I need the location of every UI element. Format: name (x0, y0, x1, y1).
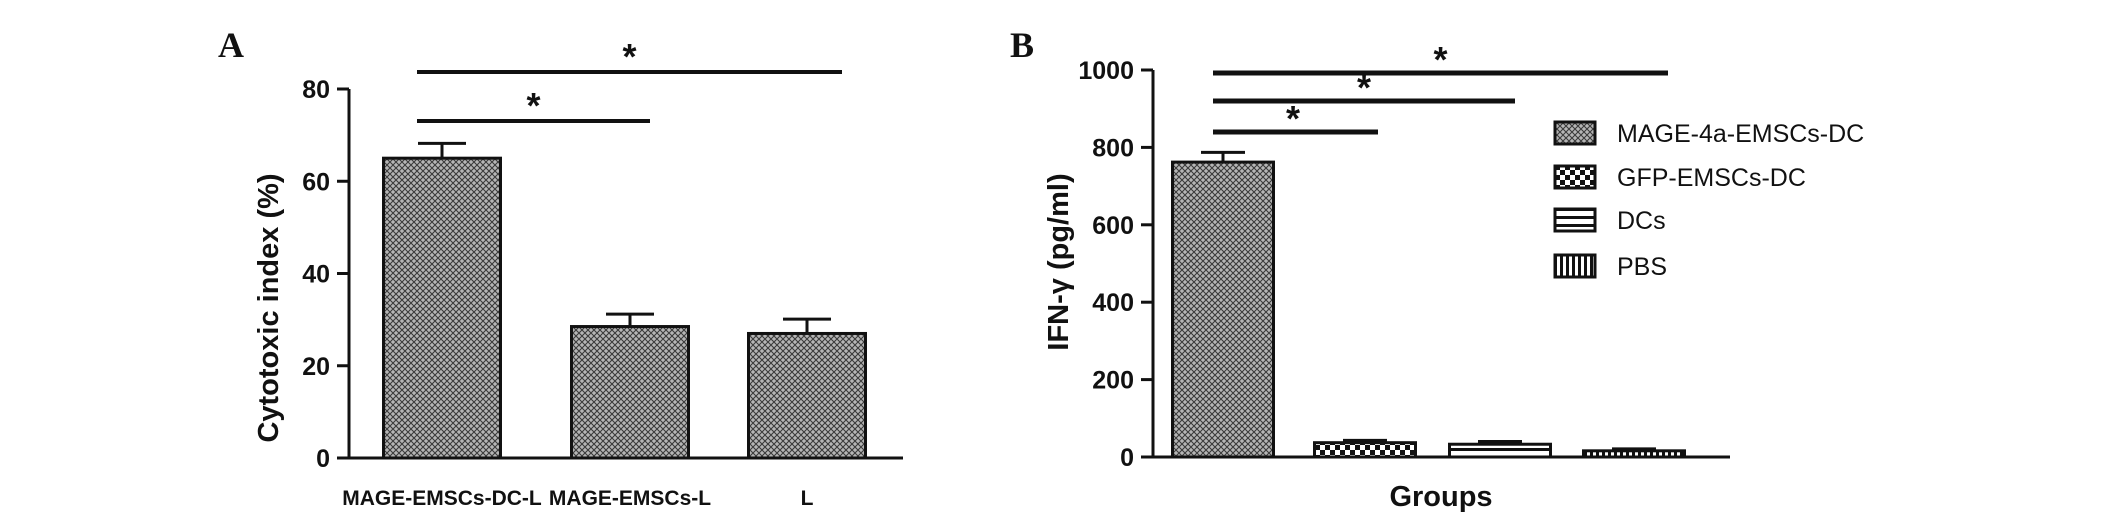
panel-a-bars (382, 141, 867, 460)
panel-a-category-label-1: MAGE-EMSCs-L (549, 487, 711, 510)
panel-a-y-tick-label-1: 20 (302, 353, 330, 381)
panel-b-significance-star-0: * (1286, 98, 1300, 139)
panel-a-bar-2 (747, 331, 867, 460)
panel-a-category-label-0: MAGE-EMSCs-DC-L (342, 487, 542, 510)
panel-a-y-tick-label-4: 80 (302, 76, 330, 104)
panel-b-bars (1171, 150, 1686, 459)
panel-b-significance: * * * (1213, 39, 1668, 139)
panel-b-significance-star-1: * (1357, 67, 1371, 108)
panel-b-legend-label-2: DCs (1617, 207, 1666, 235)
panel-a-y-tick-label-3: 60 (302, 168, 330, 196)
panel-a-significance: ** (417, 36, 842, 126)
panel-a-y-axis-title: Cytotoxic index (%) (253, 173, 285, 442)
panel-b-legend-swatch-3 (1553, 253, 1597, 279)
panel-a: A Cytotoxic index (%) 0 20 40 60 80 MAGE-EMS… (218, 25, 903, 510)
panel-a-category-labels: MAGE-EMSCs-DC-L MAGE-EMSCs-L L (342, 487, 813, 510)
panel-a-y-tick-label-2: 40 (302, 261, 330, 289)
panel-a-y-ticks: 0 20 40 60 80 (302, 76, 349, 473)
panel-b-bar-3 (1582, 449, 1686, 459)
panel-a-bar-0 (382, 156, 502, 460)
panel-b-y-axis-title: IFN-γ (pg/ml) (1043, 173, 1075, 350)
panel-a-y-tick-label-0: 0 (316, 445, 330, 473)
panel-b-legend-label-1: GFP-EMSCs-DC (1617, 164, 1806, 192)
panel-b-legend-label-0: MAGE-4a-EMSCs-DC (1617, 120, 1864, 148)
panel-b-y-tick-label-2: 400 (1092, 289, 1134, 317)
panel-a-significance-star-0: * (526, 85, 540, 126)
panel-b-y-ticks: 0 200 400 600 800 1000 (1078, 57, 1153, 472)
panel-b-legend-swatch-0 (1553, 120, 1597, 146)
panel-a-bar-1 (570, 325, 690, 460)
panel-b-legend: MAGE-4a-EMSCs-DC GFP-EMSCs-DC DCs PBS (1553, 120, 1864, 281)
panel-a-letter: A (218, 25, 244, 65)
panel-a-category-label-2: L (801, 487, 814, 510)
panel-b-bar-0 (1171, 160, 1275, 459)
panel-b-y-tick-label-3: 600 (1092, 212, 1134, 240)
panel-b-bar-1 (1313, 441, 1417, 459)
panel-b-significance-star-2: * (1433, 39, 1447, 80)
panel-b-legend-swatch-1 (1553, 164, 1597, 190)
panel-b-bar-2 (1448, 442, 1552, 459)
panel-b-y-tick-label-1: 200 (1092, 367, 1134, 395)
panel-b-y-tick-label-5: 1000 (1078, 57, 1134, 85)
panel-b-legend-label-3: PBS (1617, 253, 1667, 281)
panel-b-y-tick-label-4: 800 (1092, 134, 1134, 162)
panel-b-letter: B (1010, 25, 1034, 65)
panel-b-y-tick-label-0: 0 (1120, 444, 1134, 472)
panel-b-x-axis-title: Groups (1389, 481, 1492, 513)
panel-b-legend-swatch-2 (1553, 207, 1597, 233)
panel-b: B IFN-γ (pg/ml) Groups 0 200 400 600 800 1000… (1010, 25, 1864, 513)
panel-a-significance-star-1: * (622, 36, 636, 77)
